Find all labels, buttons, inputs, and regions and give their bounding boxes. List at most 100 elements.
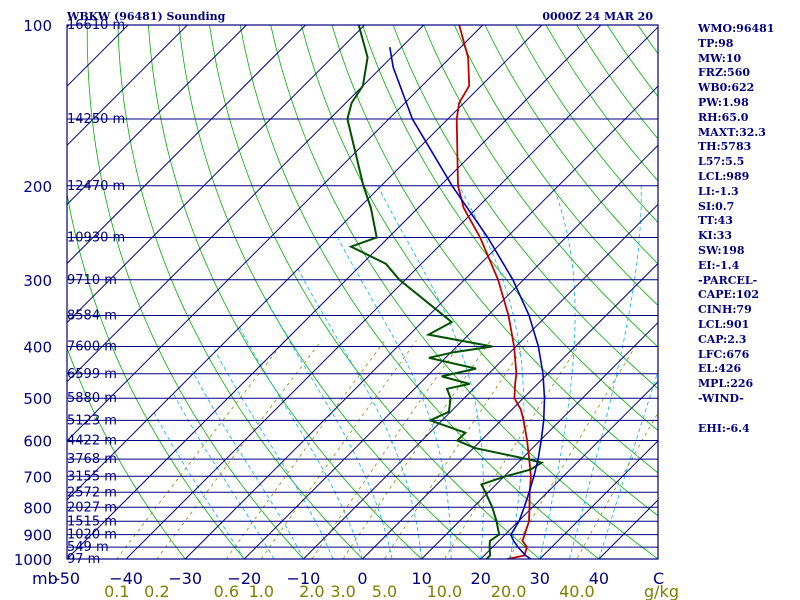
index-item: CINH:79 xyxy=(698,303,752,317)
dry-adiabat xyxy=(117,25,364,559)
parcel-profile xyxy=(389,46,546,559)
index-item: MAXT:32.3 xyxy=(698,125,766,139)
index-item: LI:-1.3 xyxy=(698,184,739,198)
height-label: 14250 m xyxy=(67,112,125,127)
temperature-tick-label: 0 xyxy=(357,569,367,588)
isotherm xyxy=(67,25,543,501)
moist-adiabat xyxy=(153,411,245,559)
pressure-tick-label: 700 xyxy=(23,468,52,486)
mixing-ratio-tick-label: 1.0 xyxy=(249,582,274,600)
dry-adiabat xyxy=(67,346,186,559)
pressure-tick-label: 900 xyxy=(23,527,52,545)
height-label: 6599 m xyxy=(67,367,117,382)
height-label: 3768 m xyxy=(67,452,117,467)
height-label: 2572 m xyxy=(67,485,117,500)
moist-adiabat xyxy=(569,185,642,559)
index-item: -WIND- xyxy=(698,391,744,405)
dewpoint-profile xyxy=(346,25,545,559)
index-item: L57:5.5 xyxy=(698,155,745,169)
dry-adiabat xyxy=(423,25,658,348)
temperature-profile xyxy=(455,25,532,559)
dry-adiabat xyxy=(67,191,245,559)
dry-adiabat xyxy=(86,25,304,559)
mixing-ratio-tick-label: 2.0 xyxy=(299,582,324,600)
dry-adiabat xyxy=(239,25,600,559)
mixing-ratio-tick-label: 0.1 xyxy=(104,582,129,600)
mixing-ratio-tick-label: 20.0 xyxy=(491,582,527,600)
height-label: 12470 m xyxy=(67,179,125,194)
height-label: 7600 m xyxy=(67,340,117,355)
dry-adiabat xyxy=(362,25,658,432)
height-label: 8584 m xyxy=(67,309,117,324)
pressure-tick-label: 1000 xyxy=(14,551,52,569)
mixing-ratio-tick-label: 3.0 xyxy=(330,582,355,600)
isotherm xyxy=(243,144,658,559)
moist-adiabat xyxy=(377,185,484,559)
height-label: 10930 m xyxy=(67,231,125,246)
isotherm xyxy=(67,25,365,324)
index-item: FRZ:560 xyxy=(698,66,751,80)
mixing-ratio-line xyxy=(260,340,417,559)
station-title: WBKW (96481) Sounding xyxy=(66,10,226,23)
isotherm xyxy=(67,25,188,147)
isotherm xyxy=(303,203,658,559)
height-label: 3155 m xyxy=(67,469,117,484)
temperature-tick-label: −10 xyxy=(287,569,321,588)
height-label: 1515 m xyxy=(67,514,117,529)
index-item: TT:43 xyxy=(698,214,733,228)
moist-adiabat xyxy=(172,393,275,559)
pressure-tick-label: 300 xyxy=(23,272,52,290)
moist-adiabat xyxy=(214,349,334,559)
grid-lines xyxy=(0,25,658,559)
temperature-tick-label: −40 xyxy=(109,569,143,588)
index-item: TP:98 xyxy=(698,36,734,50)
sounding-indices-panel: WMO:96481 TP:98 MW:10 FRZ:560 WB0:622 PW:1.98… xyxy=(698,22,798,436)
temperature-tick-label: -50 xyxy=(54,569,80,588)
mixing-ratio-line xyxy=(342,340,491,559)
mixing-ratio-tick-label: 5.0 xyxy=(372,582,397,600)
temperature-unit-label: C xyxy=(653,569,664,588)
index-item: SI:0.7 xyxy=(698,199,735,213)
isotherm xyxy=(0,25,10,559)
index-item: -PARCEL- xyxy=(698,273,758,287)
dry-adiabat xyxy=(209,25,541,559)
moist-adiabat xyxy=(539,185,576,559)
sounding-profiles xyxy=(346,25,546,559)
isotherm xyxy=(539,440,658,559)
mixing-ratio-line xyxy=(443,340,583,559)
mixing-ratio-line xyxy=(156,340,322,559)
mixing-ratio-tick-label: 10.0 xyxy=(427,582,463,600)
mixing-ratio-line xyxy=(116,340,286,559)
mixing-ratio-line xyxy=(311,340,463,559)
dry-adiabat xyxy=(392,25,658,390)
height-label: 4422 m xyxy=(67,434,117,449)
moist-adiabat xyxy=(192,371,304,559)
mixing-ratio-tick-label: 0.2 xyxy=(144,582,169,600)
moist-adiabat xyxy=(297,267,422,559)
height-label: 1020 m xyxy=(67,528,117,543)
mixing-ratio-line xyxy=(576,412,658,559)
temperature-tick-label: −20 xyxy=(227,569,261,588)
sounding-time: 0000Z 24 MAR 20 xyxy=(542,10,653,23)
index-item: PW:1.98 xyxy=(698,95,749,109)
index-item: WB0:622 xyxy=(698,81,755,95)
index-item: MPL:226 xyxy=(698,377,754,391)
index-item: LCL:901 xyxy=(698,317,750,331)
height-label: 5123 m xyxy=(67,413,117,428)
index-item: KI:33 xyxy=(698,229,733,243)
isotherm xyxy=(421,321,658,559)
index-item: EI:-1.4 xyxy=(698,258,740,272)
dry-adiabat xyxy=(484,25,658,265)
moist-adiabat xyxy=(332,227,452,559)
moist-adiabat xyxy=(265,298,393,559)
temperature-tick-label: −30 xyxy=(168,569,202,588)
index-item: LCL:989 xyxy=(698,169,750,183)
isotherm xyxy=(480,380,658,559)
isotherm xyxy=(67,25,425,383)
index-item: TH:5783 xyxy=(698,140,752,154)
index-item: SW:198 xyxy=(698,243,745,257)
temperature-tick-label: 20 xyxy=(471,569,491,588)
pressure-unit-label: mb xyxy=(32,569,58,588)
mixing-ratio-tick-label: 0.6 xyxy=(214,582,239,600)
dry-adiabat xyxy=(270,25,658,559)
